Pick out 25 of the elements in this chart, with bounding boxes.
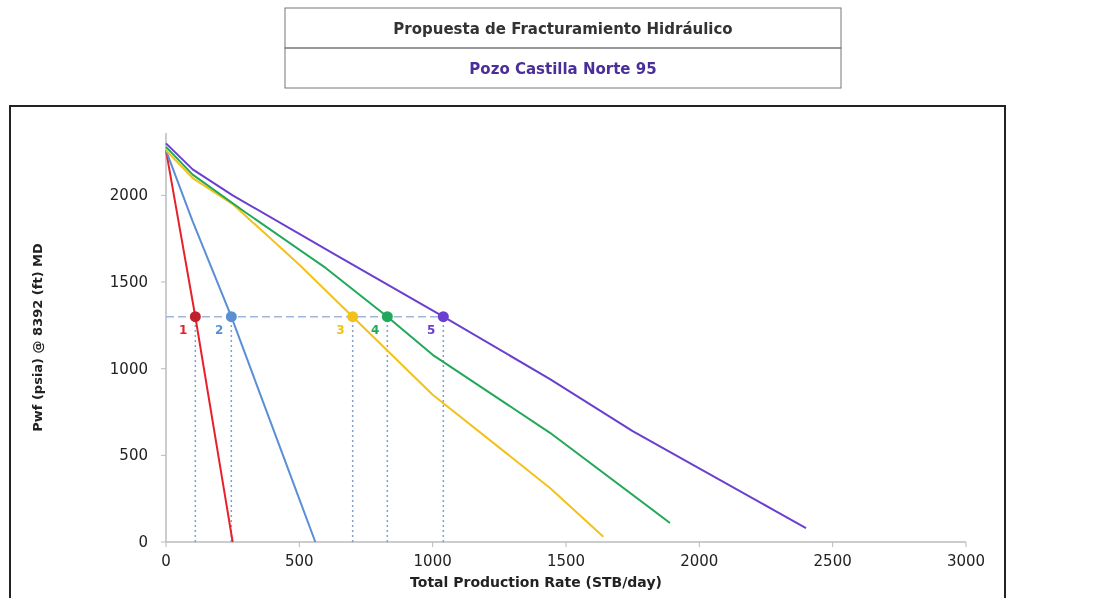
annotation: 3 xyxy=(336,322,345,337)
x-tick-label: 2500 xyxy=(813,552,852,570)
line-series xyxy=(165,149,605,538)
x-tick-label: 1000 xyxy=(413,552,452,570)
x-tick-label: 2000 xyxy=(680,552,719,570)
x-tick-label: 1500 xyxy=(546,552,586,570)
line-series xyxy=(165,142,807,530)
y-tick-label: 0 xyxy=(138,533,148,551)
y-tick-label: 1000 xyxy=(109,359,148,378)
x-tick-label: 3000 xyxy=(946,552,986,570)
x-axis-title: Total Production Rate (STB/day) xyxy=(410,574,662,590)
y-tick-label: 1500 xyxy=(109,273,148,292)
annotation: 2 xyxy=(214,322,224,337)
chart-title: Propuesta de Fracturamiento Hidráulico xyxy=(393,20,733,38)
chart-subtitle: Pozo Castilla Norte 95 xyxy=(469,60,657,78)
x-tick-label: 0 xyxy=(161,552,171,570)
annotation: 4 xyxy=(370,322,380,337)
y-tick-label: 2000 xyxy=(109,186,148,205)
line-series xyxy=(165,149,317,543)
annotation: 5 xyxy=(426,322,436,337)
line-series xyxy=(165,145,671,524)
annotation: 1 xyxy=(178,322,188,337)
y-tick-label: 500 xyxy=(119,446,148,465)
x-tick-label: 500 xyxy=(285,552,314,570)
y-axis-title: Pwf (psia) @ 8392 (ft) MD xyxy=(30,242,45,432)
